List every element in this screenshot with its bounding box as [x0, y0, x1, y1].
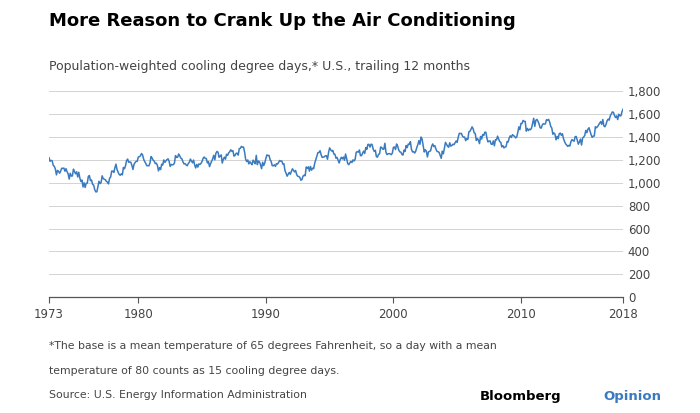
- Text: *The base is a mean temperature of 65 degrees Fahrenheit, so a day with a mean: *The base is a mean temperature of 65 de…: [49, 341, 497, 351]
- Text: Source: U.S. Energy Information Administration: Source: U.S. Energy Information Administ…: [49, 390, 307, 400]
- Text: Bloomberg: Bloomberg: [480, 390, 561, 403]
- Text: temperature of 80 counts as 15 cooling degree days.: temperature of 80 counts as 15 cooling d…: [49, 366, 340, 375]
- Text: Opinion: Opinion: [603, 390, 662, 403]
- Text: Population-weighted cooling degree days,* U.S., trailing 12 months: Population-weighted cooling degree days,…: [49, 60, 470, 73]
- Text: More Reason to Crank Up the Air Conditioning: More Reason to Crank Up the Air Conditio…: [49, 12, 516, 31]
